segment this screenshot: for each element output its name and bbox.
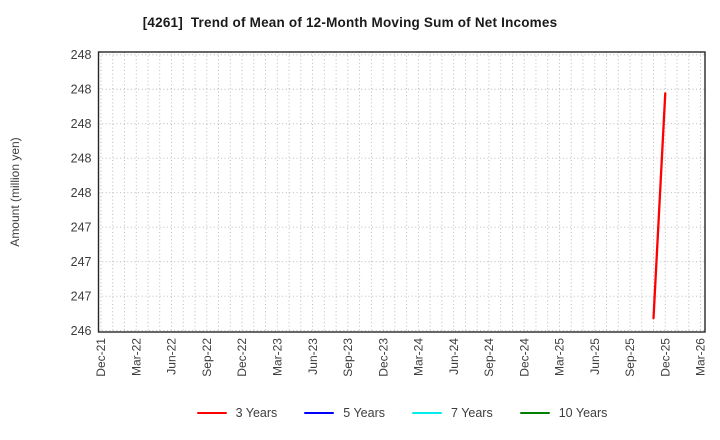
svg-text:246: 246 <box>71 324 92 338</box>
svg-text:Sep-25: Sep-25 <box>623 338 637 377</box>
svg-text:Sep-23: Sep-23 <box>341 338 355 377</box>
svg-text:Sep-24: Sep-24 <box>482 338 496 377</box>
svg-text:247: 247 <box>71 289 92 303</box>
svg-text:247: 247 <box>71 255 92 269</box>
legend-item-3-years: 3 Years <box>196 406 278 420</box>
svg-text:Jun-22: Jun-22 <box>165 338 179 375</box>
legend-line-swatch <box>304 411 335 415</box>
legend-label: 5 Years <box>343 406 386 420</box>
svg-text:Mar-24: Mar-24 <box>412 338 426 376</box>
legend-item-7-years: 7 Years <box>412 406 493 420</box>
svg-text:Mar-25: Mar-25 <box>553 338 567 376</box>
svg-text:Mar-23: Mar-23 <box>271 338 285 376</box>
svg-text:Dec-25: Dec-25 <box>658 338 672 377</box>
svg-text:Dec-23: Dec-23 <box>376 338 390 377</box>
svg-text:248: 248 <box>71 152 92 166</box>
svg-text:Mar-22: Mar-22 <box>129 338 143 376</box>
legend-label: 10 Years <box>558 406 608 420</box>
series-line-3-years <box>652 92 667 320</box>
svg-text:Jun-23: Jun-23 <box>306 338 320 375</box>
svg-text:Jun-25: Jun-25 <box>588 338 602 375</box>
svg-text:Jun-24: Jun-24 <box>447 338 461 375</box>
legend: 3 Years 5 Years 7 Years 10 Years <box>99 402 705 424</box>
svg-text:Dec-24: Dec-24 <box>517 338 531 377</box>
svg-text:Dec-22: Dec-22 <box>235 338 249 377</box>
svg-text:248: 248 <box>71 186 92 200</box>
legend-line-swatch <box>519 411 550 415</box>
legend-label: 3 Years <box>235 406 278 420</box>
chart-title: [4261] Trend of Mean of 12-Month Moving … <box>142 15 558 30</box>
legend-item-5-years: 5 Years <box>304 406 385 420</box>
svg-text:248: 248 <box>71 48 92 62</box>
y-gridlines <box>98 54 705 332</box>
legend-line-swatch <box>412 411 443 415</box>
svg-text:Mar-26: Mar-26 <box>694 338 708 376</box>
legend-line-swatch <box>196 411 227 415</box>
legend-label: 7 Years <box>451 406 493 420</box>
svg-text:Dec-21: Dec-21 <box>94 338 108 377</box>
svg-text:Sep-22: Sep-22 <box>200 338 214 377</box>
svg-text:248: 248 <box>71 117 92 131</box>
svg-text:247: 247 <box>71 220 92 234</box>
svg-text:248: 248 <box>71 83 92 97</box>
x-gridlines <box>100 52 701 332</box>
axis-border <box>97 51 706 333</box>
x-tick-labels: Dec-21 Mar-22 Jun-22 Sep-22 Dec-22 Mar-23 Jun-… <box>94 338 708 377</box>
y-tick-labels: 248 248 248 248 248 247 247 247 246 <box>71 48 92 338</box>
legend-item-10-years: 10 Years <box>519 406 608 420</box>
